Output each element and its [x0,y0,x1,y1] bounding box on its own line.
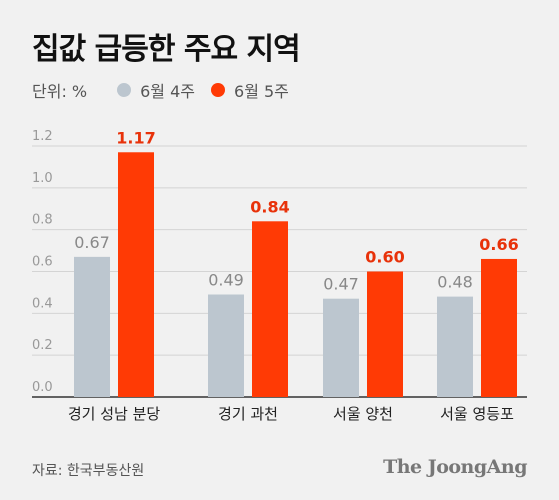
y-tick-label: 0.6 [32,255,53,270]
category-label: 경기 과천 [218,405,278,423]
data-label-series-2: 1.17 [116,128,155,147]
y-tick-label: 1.2 [32,129,53,144]
bar-series-2 [252,221,288,397]
y-tick-label: 1.0 [32,171,53,186]
data-label-series-2: 0.60 [365,248,404,267]
legend-label-series-1: 6월 4주 [140,82,196,101]
category-label: 경기 성남 분당 [68,405,161,423]
data-label-series-1: 0.47 [323,275,359,294]
bar-series-2 [481,258,517,397]
legend-swatch-series-2 [211,83,226,97]
source-note: 자료: 한국부동산원 [32,463,145,479]
data-label-series-1: 0.49 [208,271,244,290]
data-label-series-2: 0.66 [479,235,518,254]
unit-label: 단위: % [32,82,88,101]
legend: 단위: % 6월 4주 6월 5주 [32,78,305,102]
y-tick-label: 0.2 [32,338,53,353]
y-tick-label: 0.0 [32,380,53,395]
bar-series-2 [118,152,154,397]
legend-item-series-2: 6월 5주 [211,78,289,102]
legend-item-series-1: 6월 4주 [117,78,195,102]
category-label: 서울 양천 [333,405,393,423]
data-label-series-2: 0.84 [250,197,289,216]
legend-label-series-2: 6월 5주 [234,82,289,101]
bar-series-1 [437,296,473,397]
bar-series-2 [367,271,403,397]
bar-series-1 [208,294,244,397]
data-label-series-1: 0.67 [74,233,110,252]
legend-swatch-series-1 [117,83,132,97]
bar-series-1 [323,298,359,397]
bar-series-1 [74,256,110,397]
y-tick-label: 0.4 [32,296,53,311]
category-label: 서울 영등포 [440,405,514,423]
chart-title: 집값 급등한 주요 지역 [32,32,301,67]
brand-logo: The JoongAng [383,456,527,478]
data-label-series-1: 0.48 [437,273,473,292]
y-tick-label: 0.8 [32,213,53,228]
